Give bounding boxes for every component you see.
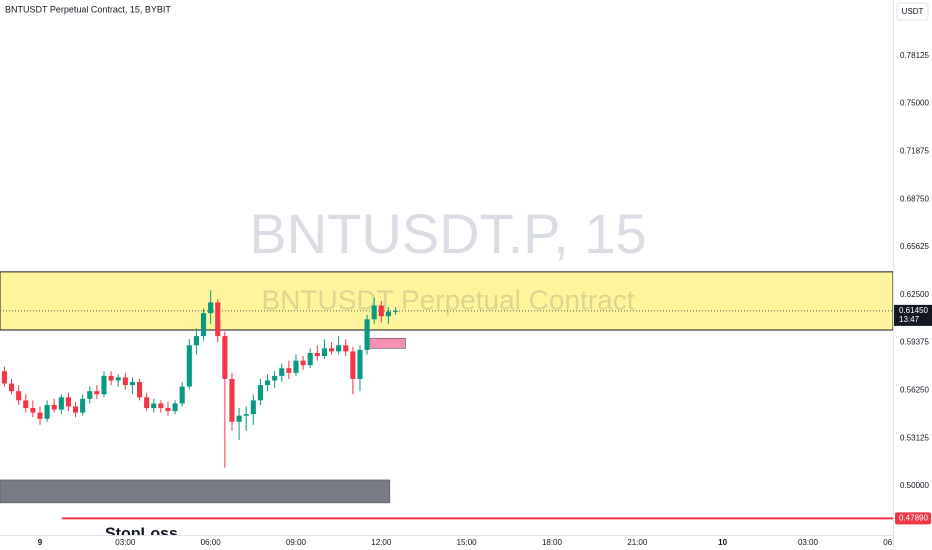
x-tick-label: 18:00 bbox=[542, 538, 563, 547]
y-tick-label: 0.78125 bbox=[900, 51, 929, 60]
candle-body bbox=[264, 380, 271, 386]
chart-title: BNTUSDT Perpetual Contract, 15, BYBIT bbox=[5, 4, 171, 14]
candle-body bbox=[94, 391, 100, 395]
candle-body bbox=[165, 408, 171, 412]
x-tick-label: 12:00 bbox=[371, 538, 392, 547]
candle-body bbox=[151, 403, 157, 409]
candle-body bbox=[129, 382, 135, 386]
candle-body bbox=[364, 319, 370, 350]
candle-body bbox=[343, 345, 349, 352]
candle-body bbox=[158, 403, 164, 409]
currency-button[interactable] bbox=[896, 2, 929, 21]
candle-body bbox=[236, 415, 242, 422]
currency-button-label[interactable]: USDT bbox=[902, 7, 924, 16]
candle-body bbox=[37, 412, 43, 419]
candle-body bbox=[286, 368, 292, 373]
candle-body bbox=[293, 360, 299, 373]
candle-body bbox=[300, 360, 306, 366]
x-tick-label: 06:00 bbox=[201, 538, 222, 547]
x-tick-label: 10 bbox=[718, 538, 727, 547]
zone bbox=[0, 271, 893, 331]
candle-body bbox=[144, 397, 150, 409]
last-price-badge bbox=[894, 304, 932, 326]
candle-body bbox=[101, 375, 107, 395]
x-tick-label: 06:00 bbox=[883, 538, 904, 547]
candle-body bbox=[229, 378, 235, 422]
candle-body bbox=[1, 371, 7, 384]
time-axis-labels: 9 03:00 06:00 09:00 12:00 15:00 18:00 21:00 10 03… bbox=[38, 538, 904, 547]
candle-body bbox=[200, 313, 207, 337]
candle-body bbox=[215, 302, 221, 337]
candle-body bbox=[108, 375, 114, 381]
candle-body bbox=[371, 305, 377, 320]
watermark-subtitle: BNTUSDT Perpetual Contract bbox=[262, 284, 635, 315]
countdown: 13:47 bbox=[899, 315, 920, 324]
candle-body bbox=[30, 408, 36, 413]
stop-badge-label: 0.47890 bbox=[899, 513, 928, 522]
zone bbox=[366, 337, 406, 349]
candle-body bbox=[58, 397, 64, 410]
candle-body bbox=[72, 406, 79, 413]
candle-body bbox=[51, 404, 57, 410]
candle-body bbox=[65, 397, 71, 407]
candle-body bbox=[87, 391, 93, 399]
candle-body bbox=[272, 375, 278, 381]
y-tick-label: 0.68750 bbox=[900, 194, 929, 203]
y-tick-label: 0.53125 bbox=[900, 433, 929, 442]
time-axis bbox=[0, 535, 893, 550]
candle-body bbox=[392, 310, 399, 312]
stop-badge bbox=[895, 512, 931, 525]
candle-body bbox=[122, 377, 128, 386]
y-tick-label: 0.56250 bbox=[900, 386, 929, 395]
candle-body bbox=[243, 414, 249, 416]
candle-body bbox=[350, 351, 356, 379]
candle-body bbox=[279, 368, 285, 376]
candle-body bbox=[186, 345, 192, 387]
candle-body bbox=[378, 305, 384, 317]
candle-body bbox=[314, 352, 320, 357]
candle-body bbox=[357, 349, 363, 379]
candle-body bbox=[115, 377, 121, 381]
x-tick-label: 21:00 bbox=[627, 538, 648, 547]
y-tick-label: 0.75000 bbox=[900, 99, 929, 108]
x-tick-label: 03:00 bbox=[115, 538, 136, 547]
candle-body bbox=[193, 336, 199, 346]
y-tick-label: 0.50000 bbox=[900, 481, 929, 490]
candle-body bbox=[250, 400, 256, 415]
candle-body bbox=[16, 391, 22, 401]
x-tick-label: 9 bbox=[38, 538, 43, 547]
y-tick-label: 0.71875 bbox=[900, 146, 929, 155]
candle-body bbox=[222, 336, 228, 379]
candle-body bbox=[136, 382, 143, 398]
candle-body bbox=[336, 345, 342, 352]
y-tick-label: 0.62500 bbox=[900, 290, 929, 299]
candle-body bbox=[179, 386, 185, 404]
plot-area: BNTUSDT.P, 15 BNTUSDT Perpetual Contract S… bbox=[0, 202, 893, 543]
candle-body bbox=[80, 398, 86, 413]
price-axis bbox=[893, 0, 932, 550]
last-price-label: 0.61450 bbox=[899, 306, 928, 315]
watermark: BNTUSDT.P, 15 bbox=[249, 202, 646, 265]
stop-text: StopLoss bbox=[105, 526, 178, 543]
y-tick-label: 0.59375 bbox=[900, 338, 929, 347]
zone bbox=[0, 479, 391, 504]
x-tick-label: 03:00 bbox=[798, 538, 819, 547]
x-tick-label: 09:00 bbox=[286, 538, 307, 547]
y-tick-label: 0.65625 bbox=[900, 242, 929, 251]
candle-body bbox=[208, 302, 214, 314]
candle-body bbox=[172, 403, 178, 412]
candle-body bbox=[8, 383, 15, 392]
candle-body bbox=[44, 404, 50, 419]
candle-body bbox=[23, 400, 29, 409]
x-tick-label: 15:00 bbox=[457, 538, 478, 547]
candle-body bbox=[307, 352, 313, 366]
candle-body bbox=[328, 348, 335, 352]
candle-body bbox=[321, 348, 327, 357]
candle-body bbox=[257, 385, 263, 401]
candle-body bbox=[385, 311, 391, 317]
